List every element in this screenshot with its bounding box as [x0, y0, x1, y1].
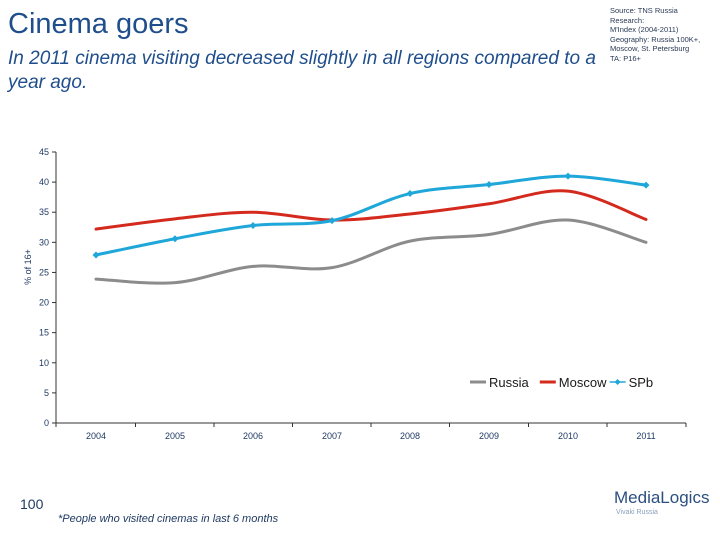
point-spb: [171, 235, 179, 243]
x-tick-label: 2005: [165, 431, 185, 441]
series-lines: [92, 172, 650, 285]
point-spb: [328, 217, 336, 225]
y-tick-label: 25: [39, 267, 49, 277]
y-tick-label: 30: [39, 237, 49, 247]
legend-label-russia: Russia: [489, 375, 530, 390]
y-tick-label: 0: [44, 418, 49, 428]
x-tick-label: 2006: [243, 431, 263, 441]
x-tick-label: 2009: [479, 431, 499, 441]
point-spb: [406, 190, 414, 198]
series-line-russia: [94, 218, 648, 285]
point-spb: [642, 181, 650, 189]
series-line-moscow: [94, 189, 648, 231]
page-number: 100: [20, 496, 44, 512]
y-tick-label: 35: [39, 207, 49, 217]
page-subtitle: In 2011 cinema visiting decreased slight…: [8, 48, 596, 93]
x-axis: 2004 2005 2006 2007 2008 2009 2010 2011: [55, 422, 687, 441]
series-line-spb: [94, 174, 648, 257]
x-tick-label: 2010: [558, 431, 578, 441]
page-title: Cinema goers: [8, 8, 189, 40]
medialogics-logo: MediaLogics Vivaki Russia: [614, 488, 709, 516]
legend-label-spb: SPb: [629, 375, 654, 390]
point-spb: [485, 181, 493, 189]
logo-wordmark: MediaLogics: [614, 488, 710, 507]
y-tick-label: 40: [39, 177, 49, 187]
x-tick-label: 2011: [636, 431, 655, 441]
point-spb: [92, 251, 100, 259]
x-tick-label: 2008: [400, 431, 420, 441]
point-spb: [564, 172, 572, 180]
y-tick-label: 20: [39, 298, 49, 308]
logo-tagline: Vivaki Russia: [616, 509, 658, 516]
point-spb: [249, 221, 257, 229]
y-tick-label: 45: [39, 147, 49, 157]
y-tick-label: 10: [39, 358, 49, 368]
legend-label-moscow: Moscow: [559, 375, 607, 390]
legend-marker-spb: [614, 379, 621, 385]
y-axis-label: % of 16+: [23, 249, 33, 285]
legend: Russia Moscow SPb: [470, 375, 653, 390]
y-tick-label: 5: [44, 388, 49, 398]
y-axis: 0 5 10 15 20 25 30 35 40 45: [39, 147, 57, 428]
source-note: Source: TNS Russia Research: M'Index (20…: [610, 6, 701, 63]
y-tick-label: 15: [39, 328, 49, 338]
x-tick-label: 2007: [322, 431, 342, 441]
footnote: *People who visited cinemas in last 6 mo…: [58, 513, 279, 525]
x-tick-label: 2004: [86, 431, 106, 441]
